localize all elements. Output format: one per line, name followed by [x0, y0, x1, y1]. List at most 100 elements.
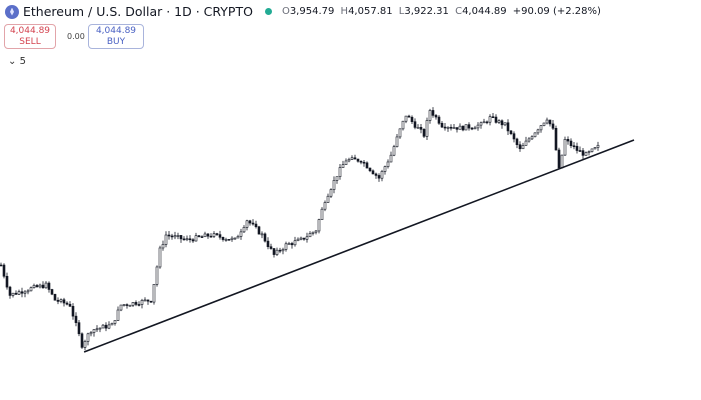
candle-body — [455, 127, 459, 130]
candle — [401, 120, 405, 131]
candle-body — [50, 289, 54, 295]
candle — [557, 147, 561, 169]
candle-body — [356, 158, 360, 162]
candle — [71, 303, 75, 320]
candle-body — [578, 150, 582, 152]
candle-body — [404, 115, 408, 122]
candle — [542, 122, 546, 127]
buy-button[interactable]: 4,044.89 BUY — [88, 24, 144, 49]
candle — [383, 165, 387, 175]
candle — [506, 119, 510, 136]
candle — [212, 231, 216, 238]
candle — [335, 176, 339, 184]
candle-body — [422, 129, 426, 137]
candle-body — [596, 144, 600, 148]
candle — [146, 299, 150, 305]
indicators-toggle[interactable]: ⌄ 5 — [4, 55, 30, 68]
candle — [0, 262, 3, 267]
candle — [362, 160, 366, 167]
candle — [551, 119, 555, 130]
candle — [200, 235, 204, 238]
candle — [296, 237, 300, 242]
candle — [371, 169, 375, 175]
candle-body — [95, 328, 99, 331]
candle — [179, 235, 183, 243]
candle-body — [401, 120, 405, 130]
candle — [410, 115, 414, 124]
candle — [548, 119, 552, 127]
candle — [11, 292, 15, 298]
candle-body — [458, 125, 462, 130]
candle — [50, 288, 54, 296]
candle-body — [392, 146, 396, 156]
candle — [32, 283, 36, 289]
candle — [533, 132, 537, 138]
candle-body — [44, 282, 48, 289]
symbol-title[interactable]: Ethereum / U.S. Dollar · 1D · CRYPTO — [23, 4, 253, 19]
candle — [449, 124, 453, 131]
candle — [65, 301, 69, 306]
candle-body — [362, 161, 366, 164]
candle — [218, 230, 222, 240]
candle-body — [542, 122, 546, 126]
buy-label: BUY — [106, 37, 126, 47]
candle-body — [143, 299, 147, 302]
candle — [14, 290, 18, 295]
candle — [305, 232, 309, 243]
candle — [206, 233, 210, 239]
candle — [374, 172, 378, 179]
candle-body — [365, 162, 369, 169]
candle — [170, 233, 174, 240]
candle-body — [197, 235, 201, 237]
candle — [554, 125, 558, 151]
candle — [35, 284, 39, 288]
candle — [287, 241, 291, 245]
candle — [560, 154, 564, 169]
candle-body — [266, 240, 270, 248]
candle — [467, 122, 471, 131]
candle-body — [581, 150, 585, 156]
candle-body — [548, 119, 552, 125]
candle-body — [80, 333, 84, 348]
candle — [536, 128, 540, 135]
candle — [452, 124, 456, 129]
candle-body — [107, 324, 111, 329]
candle — [392, 144, 396, 157]
candle — [521, 142, 525, 150]
candle — [95, 325, 99, 333]
candle — [68, 301, 72, 307]
candle-body — [275, 249, 279, 255]
candle-body — [572, 145, 576, 148]
candle — [41, 281, 45, 289]
candle — [473, 125, 477, 130]
candle — [191, 238, 195, 243]
candle — [86, 332, 90, 346]
candle — [137, 301, 141, 307]
candle-body — [359, 160, 363, 163]
candle-body — [53, 293, 57, 301]
candle — [113, 320, 117, 326]
candle-body — [47, 282, 51, 290]
candle — [311, 231, 315, 236]
candle — [365, 161, 369, 169]
candle — [512, 131, 516, 143]
candle-body — [182, 238, 186, 241]
ohlc-values: O3,954.79 H4,057.81 L3,922.31 C4,044.89 … — [282, 6, 604, 17]
candle-body — [395, 136, 399, 147]
candle — [422, 128, 426, 138]
candle-body — [437, 116, 441, 124]
close-value: 4,044.89 — [462, 6, 507, 17]
candle — [389, 151, 393, 163]
candle — [572, 141, 576, 150]
trendline[interactable] — [83, 139, 635, 353]
candle — [368, 167, 372, 173]
candle-body — [314, 230, 318, 233]
sell-button[interactable]: 4,044.89 SELL — [4, 24, 56, 49]
candle-body — [146, 299, 150, 302]
candle — [482, 118, 486, 124]
candle-body — [383, 166, 387, 172]
candle-body — [296, 238, 300, 242]
candle — [320, 207, 324, 221]
market-status-icon — [264, 8, 272, 15]
